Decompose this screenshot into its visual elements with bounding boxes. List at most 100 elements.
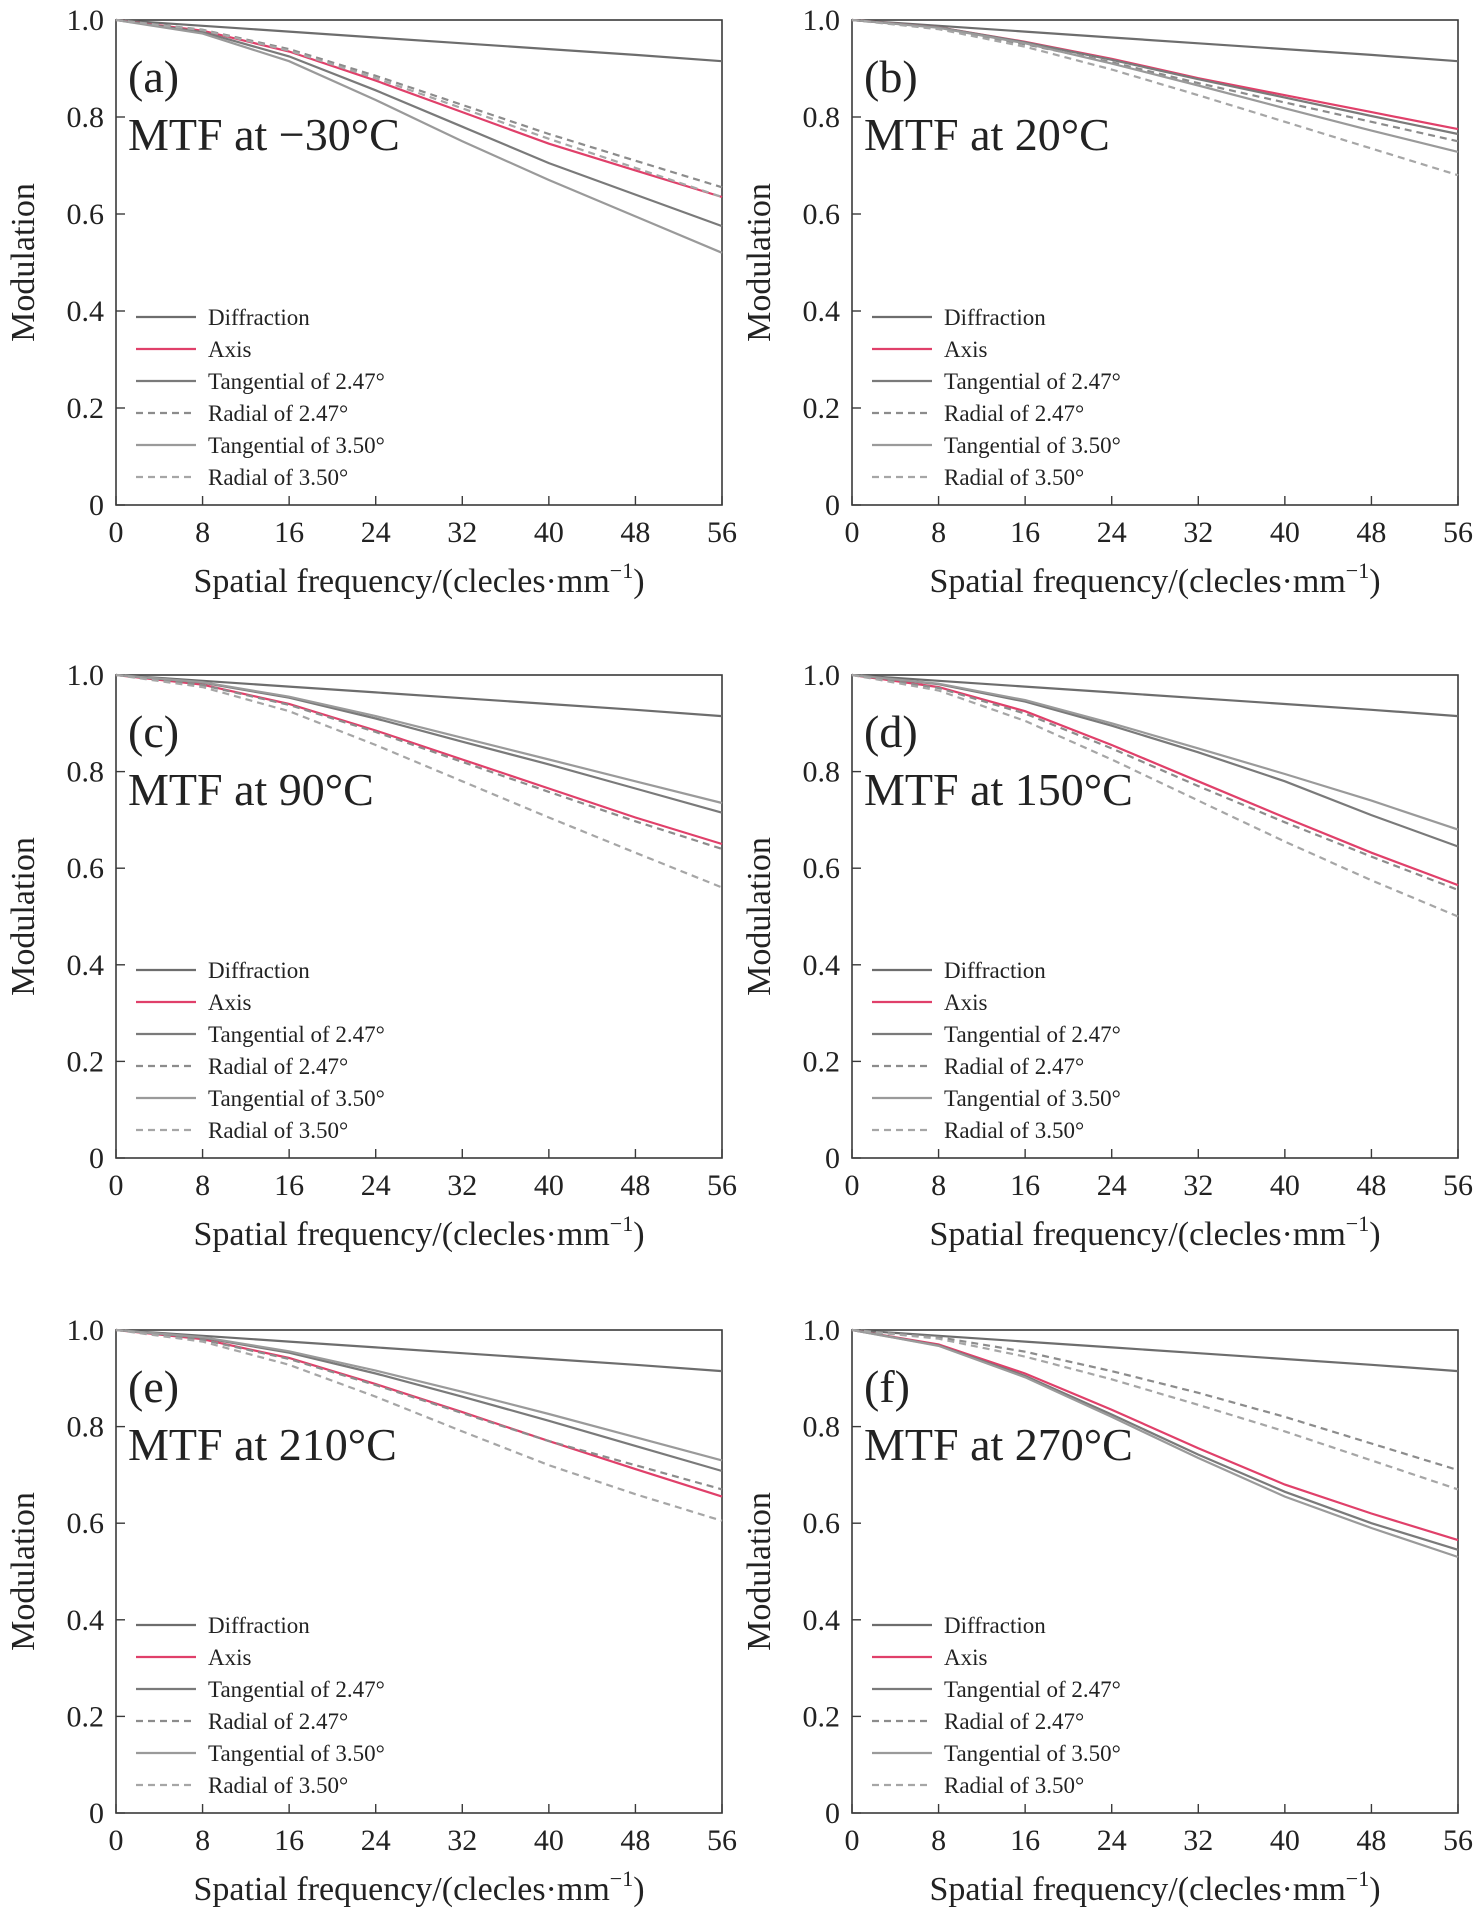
y-tick-label: 0.8 (803, 101, 841, 134)
x-tick-label: 24 (361, 1169, 391, 1202)
x-tick-label: 48 (1356, 1824, 1386, 1857)
legend-label: Radial of 2.47° (944, 1709, 1084, 1734)
x-tick-label: 32 (1183, 516, 1213, 549)
y-tick-label: 0.4 (67, 1604, 105, 1637)
x-axis-label-exponent: −1 (1346, 558, 1369, 583)
x-tick-label: 16 (274, 516, 304, 549)
series-line-tangential-of-3-50 (115, 1328, 723, 1462)
y-tick-label: 1.0 (803, 659, 841, 692)
series-line-radial-of-3-50 (851, 673, 1459, 918)
series-line-diffraction (851, 18, 1459, 63)
x-tick-label: 24 (361, 1824, 391, 1857)
panel-label: (a) (128, 51, 179, 102)
panel-label: (c) (128, 706, 179, 757)
x-tick-label: 32 (1183, 1169, 1213, 1202)
x-tick-label: 8 (931, 1169, 946, 1202)
series-line-tangential-of-3-50 (851, 673, 1459, 831)
x-tick-label: 0 (109, 1169, 124, 1202)
x-tick-label: 32 (447, 516, 477, 549)
x-tick-label: 8 (195, 1169, 210, 1202)
y-tick-label: 0.6 (803, 852, 841, 885)
y-tick-label: 0.4 (67, 949, 105, 982)
x-axis-label: Spatial frequency/(clecles·mm−1) (929, 1211, 1380, 1253)
y-tick-label: 0.2 (803, 1700, 841, 1733)
x-tick-label: 56 (1443, 1169, 1473, 1202)
legend-label: Radial of 3.50° (944, 1773, 1084, 1798)
legend-label: Radial of 2.47° (208, 1054, 348, 1079)
legend-label: Tangential of 2.47° (208, 369, 385, 394)
legend-label: Radial of 2.47° (944, 1054, 1084, 1079)
series-line-diffraction (851, 673, 1459, 718)
x-tick-label: 40 (1270, 1169, 1300, 1202)
x-axis-label-exponent: −1 (610, 558, 633, 583)
x-axis-label: Spatial frequency/(clecles·mm−1) (193, 1866, 644, 1908)
x-axis-label-close: ) (633, 563, 644, 600)
y-tick-label: 0 (89, 1142, 104, 1175)
x-axis-label: Spatial frequency/(clecles·mm−1) (929, 1866, 1380, 1908)
series-line-radial-of-3-50 (115, 18, 723, 199)
panel-title: MTF at −30°C (128, 109, 400, 160)
x-axis-label-main: Spatial frequency/(clecles·mm (193, 1871, 609, 1908)
series-line-tangential-of-2-47 (115, 18, 723, 228)
legend-label: Diffraction (944, 958, 1046, 983)
legend-label: Diffraction (944, 1613, 1046, 1638)
x-tick-label: 48 (620, 1169, 650, 1202)
x-tick-label: 0 (109, 516, 124, 549)
legend-label: Tangential of 2.47° (944, 1677, 1121, 1702)
panel-c: 0 8 16 24 32 40 48 56 0 0.2 0.4 0.6 0.8 1.0 Spatial fr… (5, 659, 737, 1253)
x-tick-label: 16 (274, 1169, 304, 1202)
y-tick-label: 0.2 (803, 392, 841, 425)
legend-label: Radial of 2.47° (944, 401, 1084, 426)
x-tick-label: 0 (109, 1824, 124, 1857)
series-line-diffraction (851, 1328, 1459, 1373)
y-tick-label: 0.8 (67, 756, 105, 789)
legend-label: Radial of 3.50° (208, 1118, 348, 1143)
y-tick-label: 0.2 (67, 1045, 105, 1078)
legend-label: Axis (944, 337, 988, 362)
x-axis-label-main: Spatial frequency/(clecles·mm (193, 1216, 609, 1253)
x-axis-label-close: ) (1369, 1871, 1380, 1908)
panel-label: (d) (864, 706, 918, 757)
x-tick-label: 40 (1270, 1824, 1300, 1857)
x-axis-label-exponent: −1 (1346, 1866, 1369, 1891)
series-line-diffraction (115, 673, 723, 718)
y-tick-label: 0.4 (803, 1604, 841, 1637)
legend-label: Axis (944, 990, 988, 1015)
y-axis-label: Modulation (741, 1492, 778, 1651)
x-tick-label: 48 (1356, 1169, 1386, 1202)
x-tick-label: 0 (845, 1824, 860, 1857)
panel-title: MTF at 150°C (864, 764, 1133, 815)
x-axis-label: Spatial frequency/(clecles·mm−1) (929, 558, 1380, 600)
x-axis-label-exponent: −1 (610, 1866, 633, 1891)
legend-label: Radial of 3.50° (208, 465, 348, 490)
y-tick-label: 1.0 (803, 1314, 841, 1347)
panel-label: (b) (864, 51, 918, 102)
y-tick-label: 0.2 (67, 1700, 105, 1733)
plot-frame (851, 19, 1459, 506)
y-tick-label: 0.8 (803, 756, 841, 789)
legend-label: Tangential of 2.47° (208, 1022, 385, 1047)
x-tick-label: 8 (931, 516, 946, 549)
legend-label: Axis (208, 990, 252, 1015)
legend-label: Tangential of 3.50° (944, 1086, 1121, 1111)
x-tick-label: 0 (845, 516, 860, 549)
legend-label: Axis (208, 337, 252, 362)
y-tick-label: 0.8 (803, 1411, 841, 1444)
legend-label: Diffraction (208, 1613, 310, 1638)
x-axis-label-close: ) (1369, 1216, 1380, 1253)
series-line-tangential-of-3-50 (851, 1328, 1459, 1559)
x-axis-label-close: ) (633, 1216, 644, 1253)
x-tick-label: 8 (195, 1824, 210, 1857)
x-tick-label: 24 (361, 516, 391, 549)
x-tick-label: 48 (1356, 516, 1386, 549)
panel-b: 0 8 16 24 32 40 48 56 0 0.2 0.4 0.6 0.8 1.0 Spatial fr… (741, 4, 1473, 600)
x-tick-label: 16 (1010, 516, 1040, 549)
y-tick-label: 0 (825, 489, 840, 522)
series-line-tangential-of-3-50 (851, 18, 1459, 153)
legend-label: Diffraction (208, 958, 310, 983)
legend-label: Diffraction (208, 305, 310, 330)
x-axis-label-main: Spatial frequency/(clecles·mm (929, 1216, 1345, 1253)
series-line-axis (851, 1328, 1459, 1542)
legend-label: Radial of 3.50° (944, 465, 1084, 490)
x-tick-label: 24 (1097, 516, 1127, 549)
